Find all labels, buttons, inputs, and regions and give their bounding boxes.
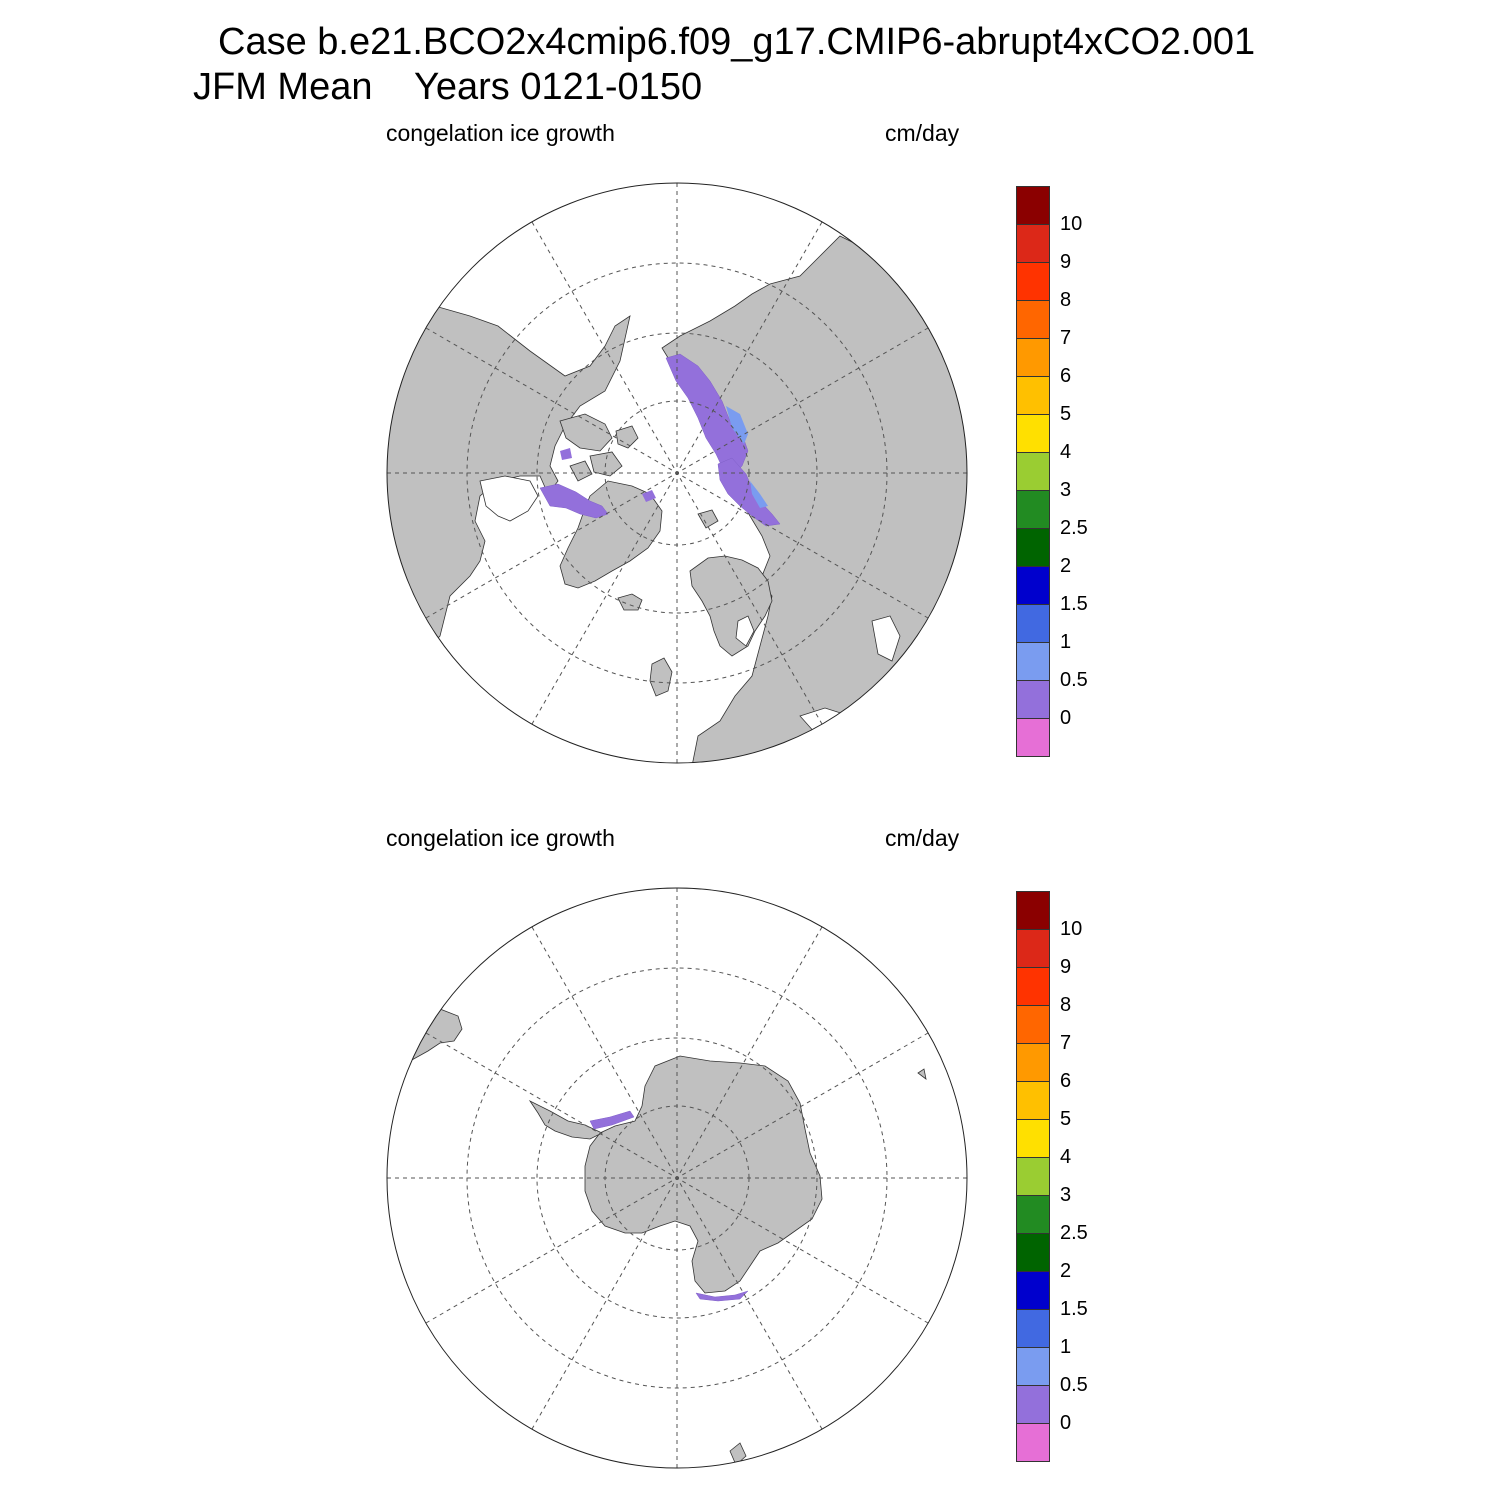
colorbar-tick-label: 4 (1060, 441, 1072, 463)
colorbar-tick-label: 9 (1060, 956, 1072, 978)
colorbar-swatch (1016, 186, 1050, 225)
colorbar-swatch (1016, 224, 1050, 263)
baltic-sea (735, 615, 755, 647)
colorbar-tick-label: 7 (1060, 327, 1072, 349)
colorbar-swatch (1016, 891, 1050, 930)
colorbar-tick-label: 1 (1060, 631, 1072, 653)
colorbar-tick-label: 6 (1060, 365, 1072, 387)
colorbar-swatch (1016, 1081, 1050, 1120)
north-land (387, 235, 967, 763)
colorbar-swatch (1016, 1119, 1050, 1158)
colorbar-swatch (1016, 490, 1050, 529)
sub-antarctic-island-2 (917, 1068, 927, 1080)
south-colorbar: 0 0.5 1 1.5 2 2.5 3 4 5 6 7 8 9 10 (1016, 891, 1106, 1471)
colorbar-swatch (1016, 1271, 1050, 1310)
south-graticule (387, 888, 967, 1468)
north-america-land (387, 303, 631, 697)
colorbar-tick-label: 0.5 (1060, 1374, 1088, 1396)
colorbar-tick-label: 7 (1060, 1032, 1072, 1054)
colorbar-swatch (1016, 1385, 1050, 1424)
colorbar-swatch (1016, 300, 1050, 339)
colorbar-tick-label: 1.5 (1060, 593, 1088, 615)
colorbar-swatch (1016, 929, 1050, 968)
colorbar-tick-label: 2 (1060, 1260, 1072, 1282)
north-colorbar: 0 0.5 1 1.5 2 2.5 3 4 5 6 7 8 9 10 (1016, 186, 1106, 766)
colorbar-tick-label: 10 (1060, 918, 1083, 940)
colorbar-swatch (1016, 642, 1050, 681)
south-ice-growth-shading (589, 1110, 749, 1302)
antarctic-peninsula (528, 1099, 603, 1140)
colorbar-tick-label: 0 (1060, 707, 1072, 729)
north-polar-map (386, 182, 968, 764)
colorbar-swatch (1016, 1309, 1050, 1348)
colorbar-tick-label: 4 (1060, 1146, 1072, 1168)
colorbar-swatch (1016, 1423, 1050, 1462)
north-ice-growth-shading (539, 353, 781, 527)
colorbar-swatch (1016, 376, 1050, 415)
colorbar-tick-label: 0.5 (1060, 669, 1088, 691)
colorbar-tick-label: 2.5 (1060, 1222, 1088, 1244)
figure-title-case: Case b.e21.BCO2x4cmip6.f09_g17.CMIP6-abr… (218, 21, 1256, 63)
north-map-border (386, 182, 968, 764)
caspian-sea (871, 615, 901, 662)
south-variable-label: congelation ice growth (386, 825, 615, 851)
north-variable-label: congelation ice growth (386, 120, 615, 146)
south-units-label: cm/day (885, 825, 960, 851)
colorbar-tick-label: 0 (1060, 1412, 1072, 1434)
colorbar-tick-label: 2.5 (1060, 517, 1088, 539)
colorbar-tick-label: 2 (1060, 555, 1072, 577)
north-units-label: cm/day (885, 120, 960, 146)
south-land (387, 990, 927, 1466)
colorbar-swatch (1016, 414, 1050, 453)
colorbar-swatch (1016, 1157, 1050, 1196)
colorbar-tick-label: 8 (1060, 994, 1072, 1016)
hudson-bay (479, 475, 539, 522)
north-graticule (387, 183, 967, 763)
colorbar-swatch (1016, 1347, 1050, 1386)
colorbar-tick-label: 5 (1060, 403, 1072, 425)
colorbar-tick-label: 3 (1060, 1184, 1072, 1206)
figure-title-period: JFM Mean Years 0121-0150 (193, 66, 703, 108)
colorbar-swatch (1016, 528, 1050, 567)
colorbar-swatch (1016, 967, 1050, 1006)
colorbar-tick-label: 10 (1060, 213, 1083, 235)
colorbar-swatch (1016, 1233, 1050, 1272)
colorbar-swatch (1016, 1195, 1050, 1234)
colorbar-tick-label: 6 (1060, 1070, 1072, 1092)
colorbar-tick-label: 5 (1060, 1108, 1072, 1130)
colorbar-swatch (1016, 718, 1050, 757)
colorbar-swatch (1016, 566, 1050, 605)
south-polar-map (386, 887, 968, 1469)
south-map-border (386, 887, 968, 1469)
colorbar-tick-label: 8 (1060, 289, 1072, 311)
colorbar-tick-label: 9 (1060, 251, 1072, 273)
arctic-archipelago (559, 413, 639, 482)
colorbar-swatch (1016, 262, 1050, 301)
colorbar-swatch (1016, 1005, 1050, 1044)
colorbar-swatch (1016, 680, 1050, 719)
colorbar-tick-label: 1 (1060, 1336, 1072, 1358)
sub-antarctic-island (729, 1442, 747, 1466)
colorbar-swatch (1016, 1043, 1050, 1082)
colorbar-swatch (1016, 604, 1050, 643)
antarctica (584, 1055, 823, 1294)
svalbard (697, 509, 719, 529)
british-isles (649, 657, 673, 697)
iceland (617, 593, 643, 611)
colorbar-tick-label: 3 (1060, 479, 1072, 501)
colorbar-swatch (1016, 338, 1050, 377)
colorbar-tick-label: 1.5 (1060, 1298, 1088, 1320)
colorbar-swatch (1016, 452, 1050, 491)
